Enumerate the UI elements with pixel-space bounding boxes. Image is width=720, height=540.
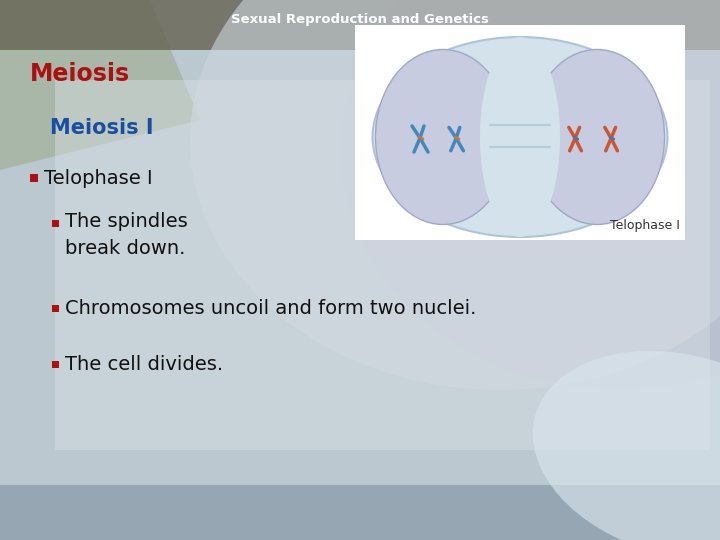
Bar <box>30 174 38 182</box>
Ellipse shape <box>190 0 720 390</box>
Text: The cell divides.: The cell divides. <box>65 355 223 375</box>
Polygon shape <box>55 80 710 450</box>
Text: Telophase I: Telophase I <box>44 168 153 187</box>
Bar <box>52 305 59 312</box>
Polygon shape <box>0 485 720 540</box>
Text: Chromosomes uncoil and form two nuclei.: Chromosomes uncoil and form two nuclei. <box>65 300 477 319</box>
Text: Sexual Reproduction and Genetics: Sexual Reproduction and Genetics <box>231 14 489 26</box>
Text: Meiosis: Meiosis <box>30 62 130 86</box>
Ellipse shape <box>480 37 560 237</box>
Bar <box>52 220 59 227</box>
Ellipse shape <box>529 50 665 225</box>
Polygon shape <box>0 0 720 50</box>
Ellipse shape <box>340 0 720 390</box>
Ellipse shape <box>376 50 510 225</box>
Text: Telophase I: Telophase I <box>610 219 680 232</box>
Bar <box>355 25 685 240</box>
Ellipse shape <box>372 37 667 237</box>
Text: Meiosis I: Meiosis I <box>50 118 153 138</box>
Polygon shape <box>0 0 200 170</box>
Text: The spindles
break down.: The spindles break down. <box>65 212 188 258</box>
Bar <box>52 361 59 368</box>
Ellipse shape <box>533 351 720 540</box>
